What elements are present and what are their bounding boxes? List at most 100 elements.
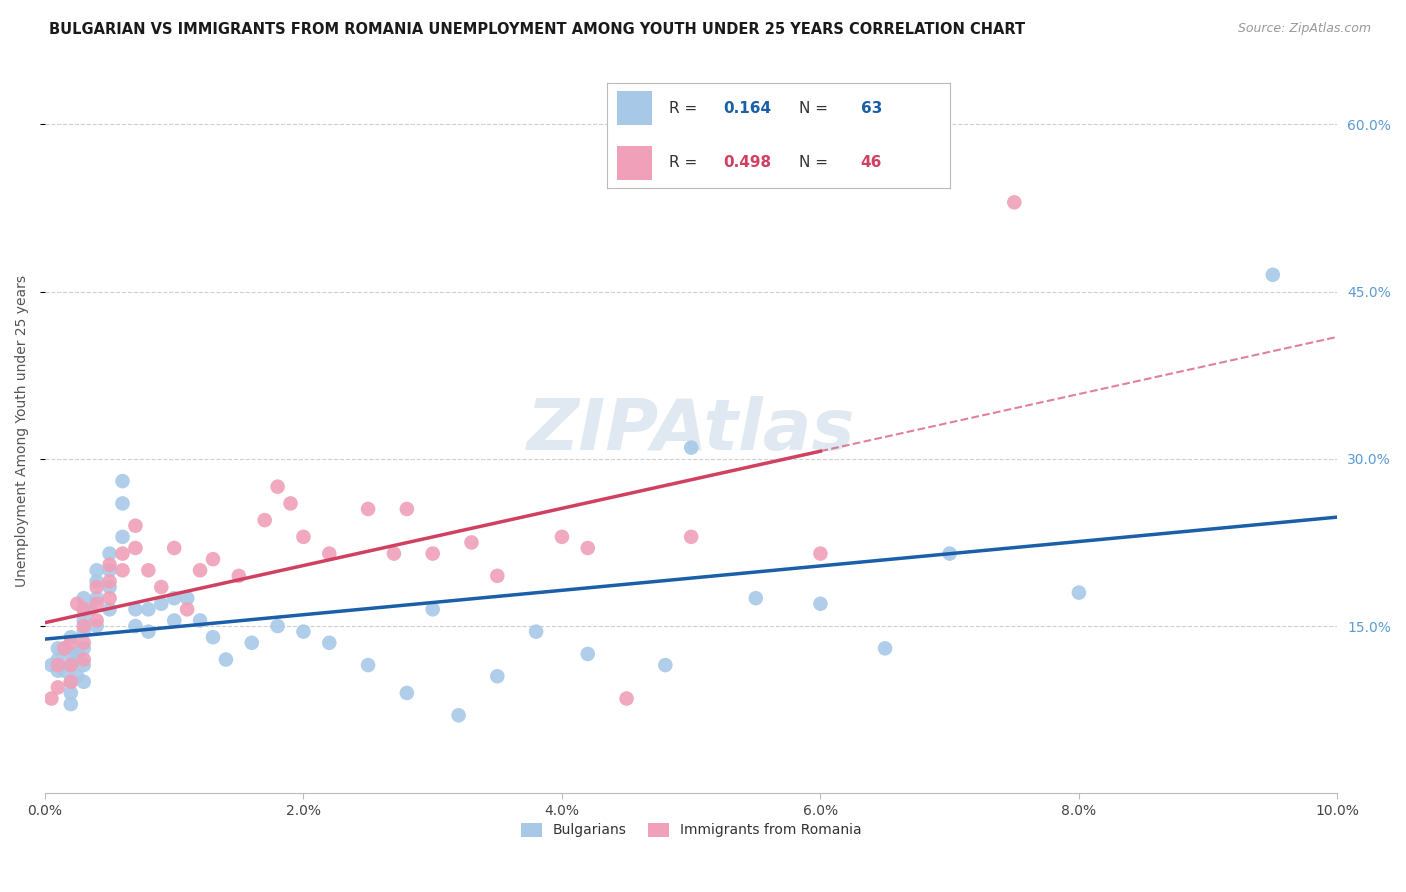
Point [86,597,108,611]
Point [124,541,146,555]
Point [53,641,76,656]
Point [201,552,224,566]
Point [938,547,960,561]
Point [1261,268,1284,282]
Point [98,591,121,606]
Point [86,619,108,633]
Point [292,530,315,544]
Point [150,597,173,611]
Point [745,591,768,606]
Point [73,641,96,656]
Point [73,636,96,650]
Text: ZIPAtlas: ZIPAtlas [527,396,855,466]
Point [86,614,108,628]
Point [111,547,134,561]
Point [86,574,108,589]
Point [98,558,121,572]
Point [98,580,121,594]
Point [138,602,160,616]
Point [422,602,444,616]
Point [357,502,380,516]
Point [253,513,276,527]
Point [46,664,69,678]
Point [188,614,211,628]
Point [318,636,340,650]
Point [576,541,599,555]
Point [59,674,82,689]
Point [59,636,82,650]
Point [73,614,96,628]
Point [86,563,108,577]
Point [447,708,470,723]
Point [681,441,703,455]
Point [422,547,444,561]
Point [1067,585,1090,599]
Point [240,636,263,650]
Point [59,647,82,661]
Point [59,658,82,673]
Point [681,530,703,544]
Point [73,619,96,633]
Point [98,563,121,577]
Point [163,591,186,606]
Point [46,641,69,656]
Point [486,569,509,583]
Point [873,641,896,656]
Point [98,602,121,616]
Point [73,658,96,673]
Point [111,474,134,488]
Point [86,591,108,606]
Point [73,602,96,616]
Point [215,652,238,666]
Point [266,619,288,633]
Point [280,496,302,510]
Point [46,681,69,695]
Point [188,563,211,577]
Point [176,602,198,616]
Point [46,658,69,673]
Point [73,674,96,689]
Point [111,530,134,544]
Point [395,686,418,700]
Point [460,535,482,549]
Text: Source: ZipAtlas.com: Source: ZipAtlas.com [1237,22,1371,36]
Point [73,602,96,616]
Point [486,669,509,683]
Point [41,691,63,706]
Point [66,597,89,611]
Point [395,502,418,516]
Point [111,496,134,510]
Point [66,669,89,683]
Point [41,658,63,673]
Point [59,658,82,673]
Point [318,547,340,561]
Point [73,591,96,606]
Point [551,530,574,544]
Point [163,614,186,628]
Point [98,574,121,589]
Point [576,647,599,661]
Point [66,647,89,661]
Point [292,624,315,639]
Point [86,580,108,594]
Point [79,602,101,616]
Point [524,624,547,639]
Point [150,580,173,594]
Point [810,547,832,561]
Point [59,674,82,689]
Point [53,641,76,656]
Point [59,697,82,711]
Point [98,547,121,561]
Point [59,630,82,644]
Point [124,619,146,633]
Text: BULGARIAN VS IMMIGRANTS FROM ROMANIA UNEMPLOYMENT AMONG YOUTH UNDER 25 YEARS COR: BULGARIAN VS IMMIGRANTS FROM ROMANIA UNE… [49,22,1025,37]
Y-axis label: Unemployment Among Youth under 25 years: Unemployment Among Youth under 25 years [15,275,30,587]
Point [1002,195,1025,210]
Point [73,652,96,666]
Point [654,658,676,673]
Point [111,563,134,577]
Point [138,624,160,639]
Point [382,547,405,561]
Legend: Bulgarians, Immigrants from Romania: Bulgarians, Immigrants from Romania [515,815,869,845]
Point [616,691,638,706]
